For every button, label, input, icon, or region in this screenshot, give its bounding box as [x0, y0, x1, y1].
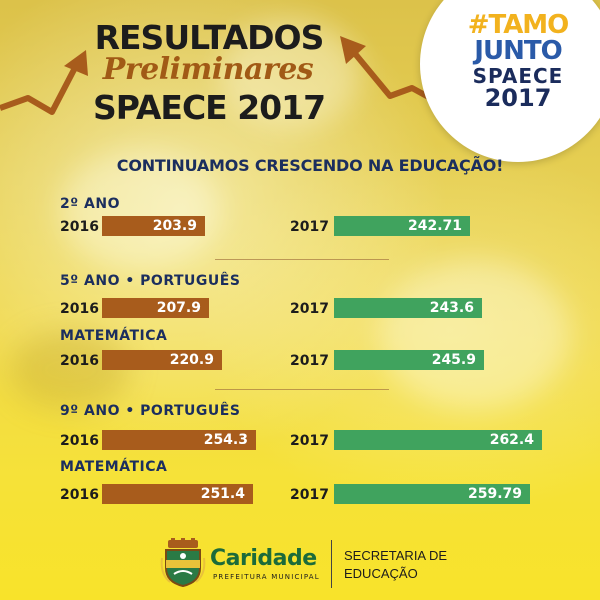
- badge-line-4: 2017: [484, 84, 552, 112]
- subject-label: MATEMÁTICA: [60, 328, 168, 344]
- bokeh-blob: [60, 150, 220, 270]
- bar-2016: 207.9: [102, 298, 209, 318]
- bokeh-blob: [220, 20, 360, 130]
- bar-2017: 259.79: [334, 484, 530, 504]
- bar-value: 220.9: [169, 352, 214, 368]
- year-label-2016: 2016: [60, 219, 99, 235]
- title-line-3: SPAECE 2017: [92, 88, 326, 127]
- badge-line-3: SPAECE: [472, 64, 564, 88]
- bar-2016: 251.4: [102, 484, 253, 504]
- year-label-2017: 2017: [290, 219, 329, 235]
- bokeh-blob: [10, 330, 130, 410]
- bar-2017: 262.4: [334, 430, 542, 450]
- bar-value: 259.79: [467, 486, 522, 502]
- footer-divider: [331, 540, 332, 588]
- bar-value: 245.9: [431, 352, 476, 368]
- bar-value: 203.9: [152, 218, 197, 234]
- bar-value: 262.4: [489, 432, 534, 448]
- department-line-2: EDUCAÇÃO: [344, 566, 418, 581]
- campaign-badge: #TAMO JUNTO SPAECE 2017: [420, 0, 600, 162]
- title-line-2: Preliminares: [102, 52, 314, 87]
- right-arrow-icon: [340, 36, 436, 103]
- bar-2016: 220.9: [102, 350, 222, 370]
- year-label-2016: 2016: [60, 433, 99, 449]
- bar-value: 207.9: [156, 300, 201, 316]
- year-label-2017: 2017: [290, 433, 329, 449]
- year-label-2017: 2017: [290, 353, 329, 369]
- city-subtitle: PREFEITURA MUNICIPAL: [213, 573, 320, 581]
- section-divider: [215, 259, 389, 260]
- bar-2016: 254.3: [102, 430, 256, 450]
- bar-value: 254.3: [203, 432, 248, 448]
- left-arrow-icon: [0, 50, 88, 115]
- bar-2016: 203.9: [102, 216, 205, 236]
- year-label-2017: 2017: [290, 487, 329, 503]
- coat-of-arms-icon: [160, 538, 206, 588]
- badge-line-1: #TAMO: [467, 10, 570, 40]
- section-title: 5º ANO • PORTUGUÊS: [60, 273, 241, 289]
- bar-value: 243.6: [429, 300, 474, 316]
- bar-value: 251.4: [200, 486, 245, 502]
- bokeh-blob: [380, 260, 570, 410]
- section-title: 2º ANO: [60, 196, 120, 212]
- section-title: 9º ANO • PORTUGUÊS: [60, 403, 241, 419]
- year-label-2016: 2016: [60, 301, 99, 317]
- bar-value: 242.71: [407, 218, 462, 234]
- section-divider: [215, 389, 389, 390]
- badge-line-2: JUNTO: [474, 36, 562, 66]
- subtitle: CONTINUAMOS CRESCENDO NA EDUCAÇÃO!: [116, 156, 504, 175]
- year-label-2016: 2016: [60, 487, 99, 503]
- department-line-1: SECRETARIA DE: [344, 548, 448, 563]
- bar-2017: 245.9: [334, 350, 484, 370]
- year-label-2017: 2017: [290, 301, 329, 317]
- title-line-1: RESULTADOS: [94, 18, 325, 57]
- bar-2017: 242.71: [334, 216, 470, 236]
- year-label-2016: 2016: [60, 353, 99, 369]
- bar-2017: 243.6: [334, 298, 482, 318]
- subject-label: MATEMÁTICA: [60, 459, 168, 475]
- city-name: Caridade: [210, 546, 317, 571]
